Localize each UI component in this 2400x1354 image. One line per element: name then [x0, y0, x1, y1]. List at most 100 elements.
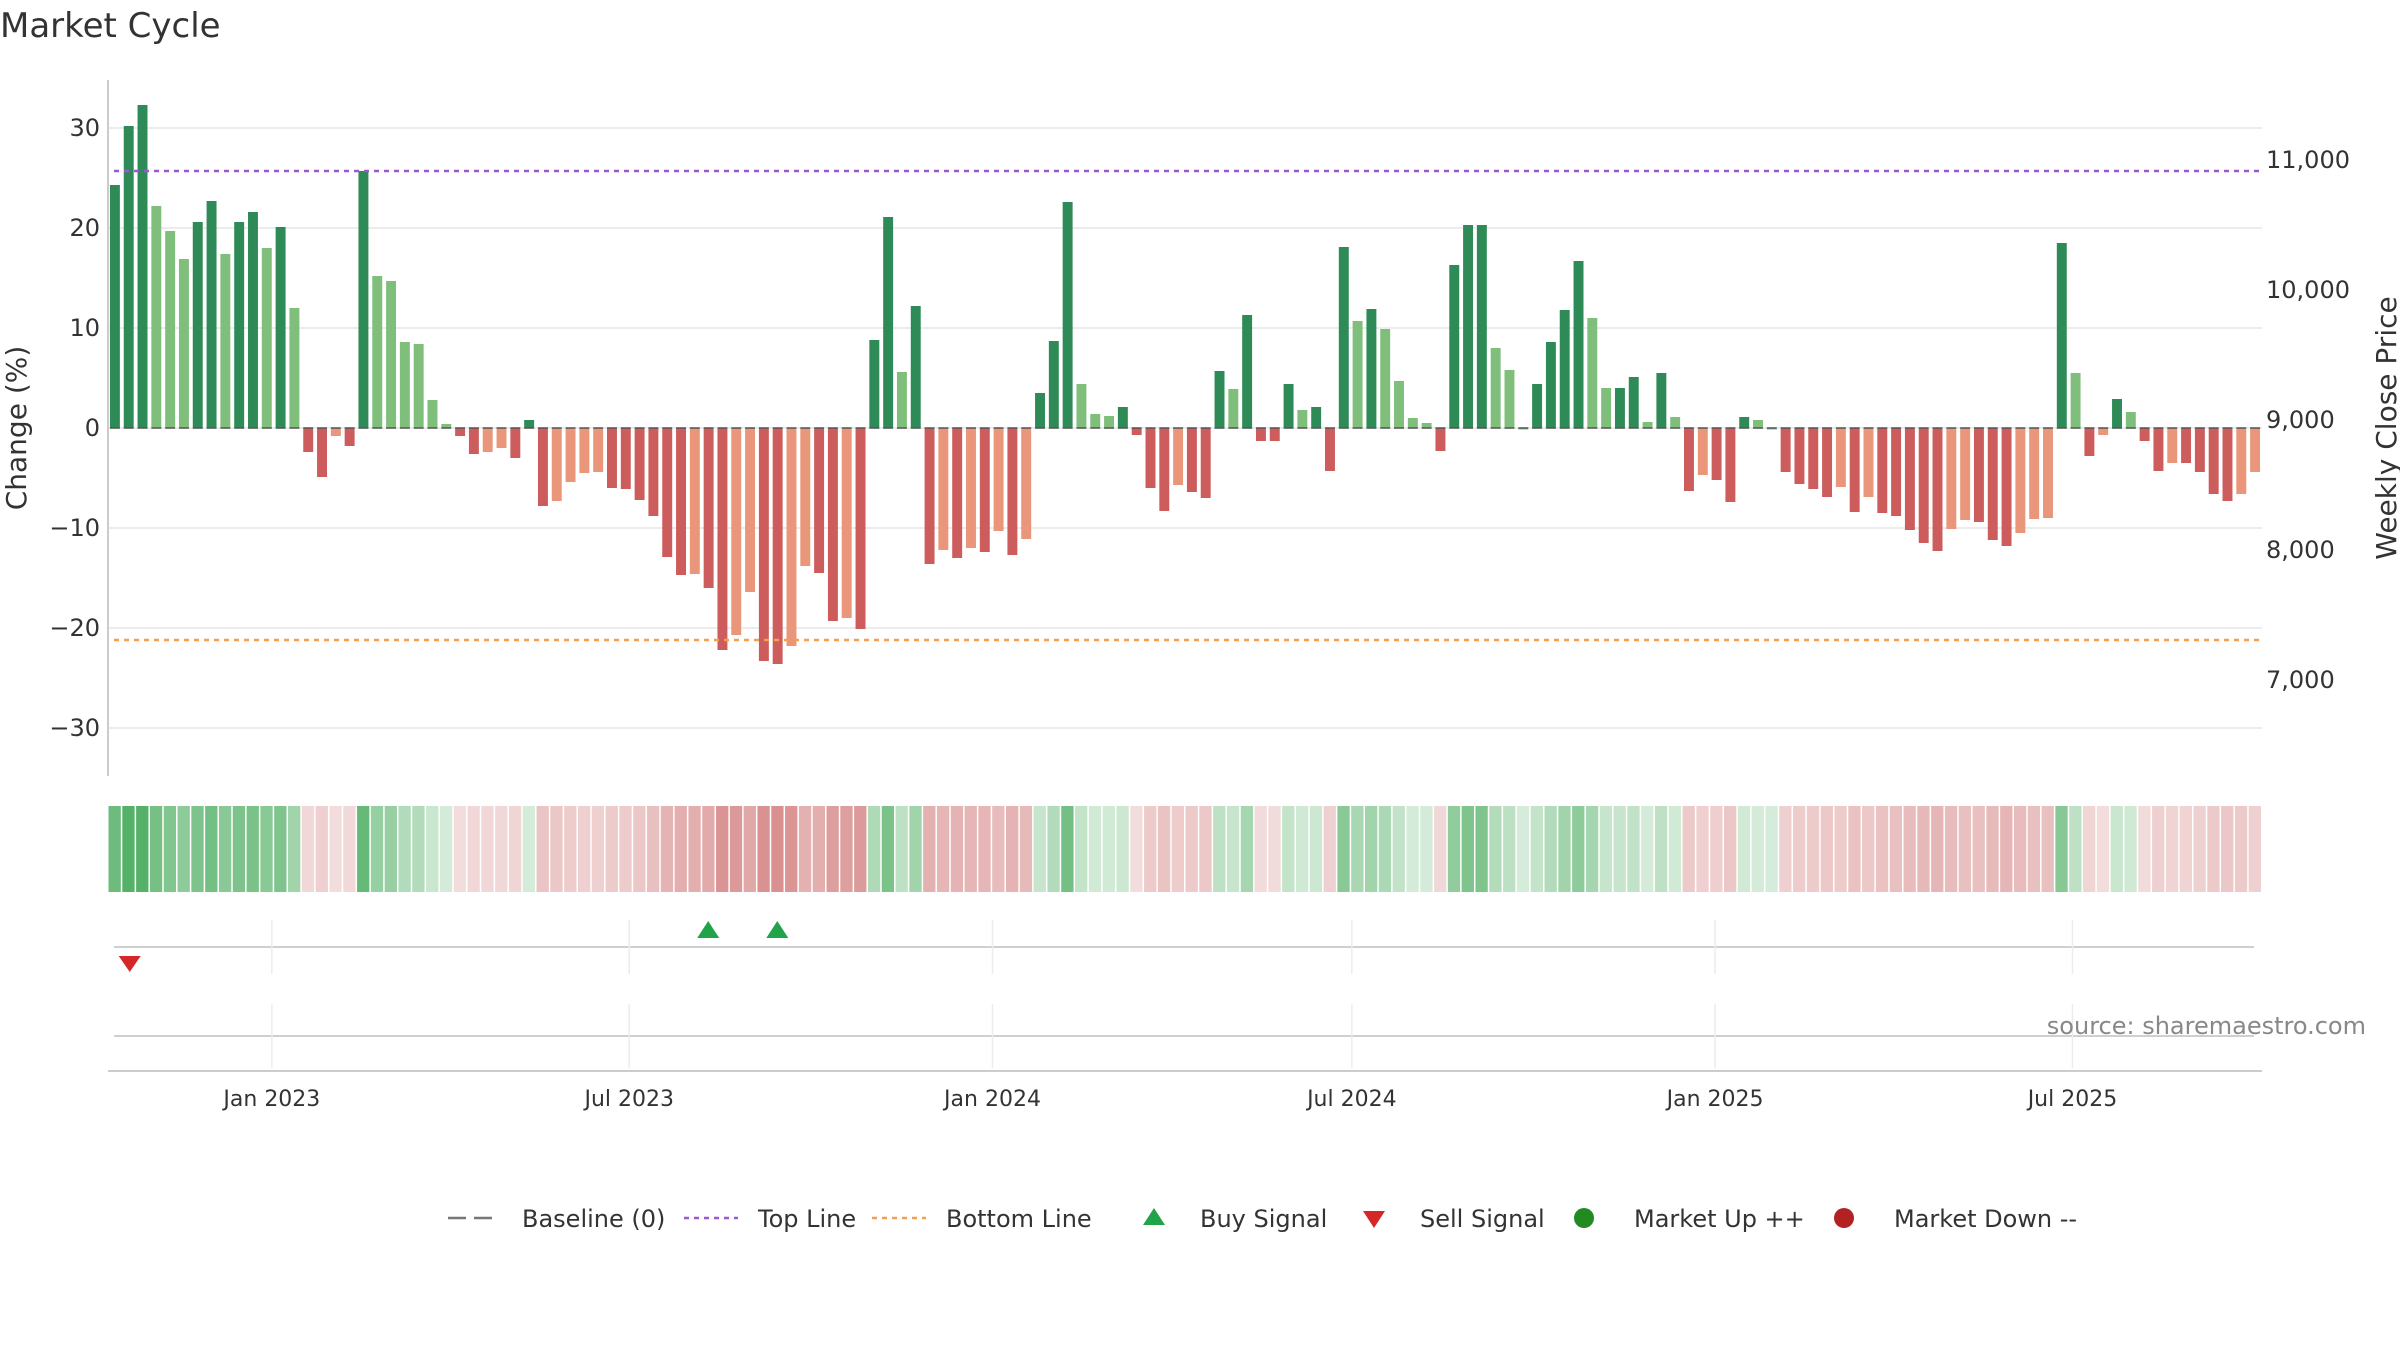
bar [1697, 428, 1708, 475]
bar [1007, 428, 1018, 555]
bar [1670, 417, 1681, 428]
bar [303, 428, 314, 452]
regime-cell [2152, 806, 2165, 892]
bar [1932, 428, 1943, 551]
legend-label: Top Line [757, 1205, 856, 1233]
bar [855, 428, 866, 629]
bar [2208, 428, 2219, 494]
bar [2098, 428, 2109, 435]
bar [966, 428, 976, 548]
y-tick-label-left: −10 [49, 514, 100, 542]
regime-cell [923, 806, 936, 892]
legend-item: Baseline (0) [448, 1205, 665, 1233]
bar [1090, 414, 1101, 428]
regime-cell [2069, 806, 2082, 892]
regime-cell [274, 806, 287, 892]
y-tick-label-left: 30 [69, 114, 100, 142]
legend-label: Baseline (0) [522, 1205, 665, 1233]
regime-cell [881, 806, 895, 892]
bar [2112, 399, 2122, 428]
regime-cell [1006, 806, 1019, 892]
regime-cell [329, 806, 342, 892]
regime-cell [1061, 806, 1074, 892]
bar [565, 428, 576, 482]
buy-signal-marker [766, 921, 789, 938]
bar [593, 428, 604, 472]
regime-cell [633, 806, 646, 892]
regime-cell [412, 806, 425, 892]
bar [717, 428, 728, 650]
bar [1352, 321, 1363, 428]
regime-cell [2138, 806, 2151, 892]
regime-cell [1199, 806, 1212, 892]
y-tick-label-left: −20 [49, 614, 100, 642]
bar [1159, 428, 1170, 511]
bar [1117, 407, 1128, 428]
regime-cell [232, 806, 246, 892]
legend-label: Bottom Line [946, 1205, 1092, 1233]
legend-swatch [1834, 1208, 1854, 1228]
regime-cell [2096, 806, 2110, 892]
bar [1021, 428, 1032, 539]
bar [1946, 428, 1957, 529]
bar [1076, 384, 1087, 428]
regime-cell [1088, 806, 1102, 892]
bar [427, 400, 438, 428]
bar [261, 248, 272, 428]
bar [2236, 428, 2247, 494]
regime-cell [536, 806, 549, 892]
bar [786, 428, 797, 646]
bar [1877, 428, 1888, 513]
bar [2070, 373, 2081, 428]
bar [496, 428, 507, 448]
x-tick-label: Jan 2023 [221, 1087, 320, 1112]
bar [910, 306, 921, 428]
bar [1794, 428, 1805, 484]
bar [248, 212, 258, 428]
legend-swatch [1363, 1211, 1385, 1228]
regime-cell [1544, 806, 1557, 892]
regime-cell [1724, 806, 1737, 892]
bar [1269, 428, 1280, 441]
bar [745, 428, 756, 592]
y-tick-label-right: 9,000 [2266, 406, 2335, 434]
regime-cell [619, 806, 632, 892]
buy-signal-marker [697, 921, 720, 938]
regime-cell [757, 806, 770, 892]
regime-cell [315, 806, 328, 892]
bar [1311, 407, 1322, 428]
bar [1808, 428, 1819, 489]
bar [1904, 428, 1915, 530]
bar [455, 428, 466, 436]
bar [869, 340, 880, 428]
regime-cell [1516, 806, 1530, 892]
regime-cell [301, 806, 315, 892]
regime-cell [660, 806, 674, 892]
bar [1104, 416, 1115, 428]
bar [386, 281, 397, 428]
bar [2084, 428, 2095, 456]
regime-cell [1806, 806, 1820, 892]
regime-cell [1434, 806, 1447, 892]
regime-cell [1337, 806, 1350, 892]
regime-cell [1309, 806, 1323, 892]
regime-cell [1848, 806, 1861, 892]
legend-item: Sell Signal [1363, 1205, 1545, 1233]
bar [289, 308, 300, 428]
regime-cell [798, 806, 812, 892]
bar [993, 428, 1004, 531]
bar [1642, 422, 1653, 428]
regime-cell [1503, 806, 1516, 892]
bar [827, 428, 838, 621]
regime-cell [702, 806, 715, 892]
bar [1062, 202, 1073, 428]
bar [2222, 428, 2233, 501]
regime-cell [1765, 806, 1778, 892]
regime-cell [2248, 806, 2261, 892]
regime-cell [1931, 806, 1944, 892]
regime-cell [191, 806, 204, 892]
bar [731, 428, 742, 635]
legend-item: Top Line [684, 1205, 856, 1233]
bar [234, 222, 245, 428]
bar [1559, 310, 1570, 428]
